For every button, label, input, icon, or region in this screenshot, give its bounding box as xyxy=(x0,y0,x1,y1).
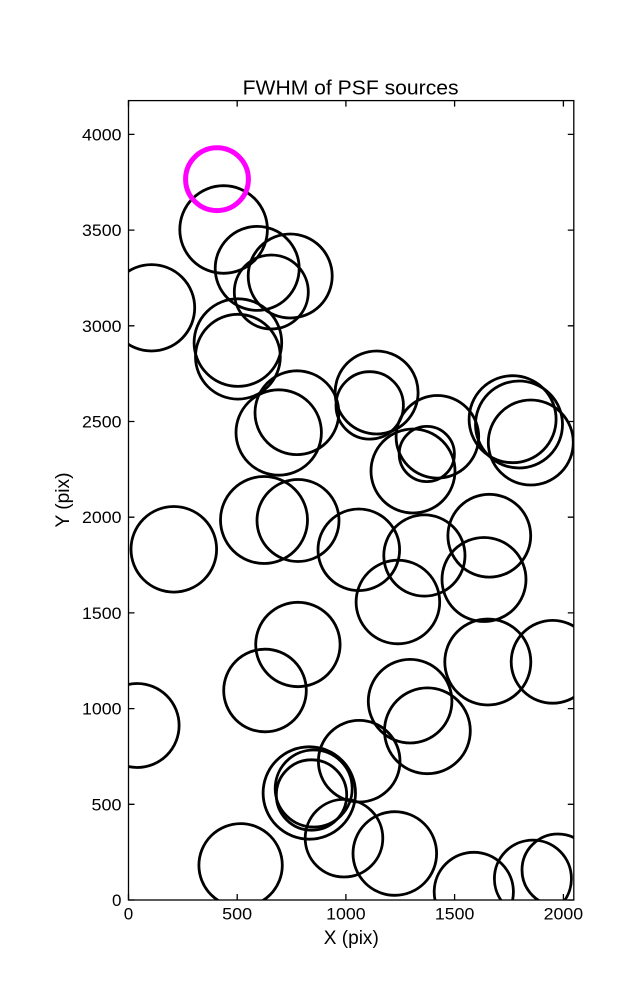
svg-text:3500: 3500 xyxy=(82,221,122,240)
svg-text:2000: 2000 xyxy=(82,508,122,527)
svg-text:1500: 1500 xyxy=(435,905,475,924)
svg-text:FWHM of PSF sources: FWHM of PSF sources xyxy=(243,78,459,100)
svg-text:2500: 2500 xyxy=(82,413,122,432)
svg-text:500: 500 xyxy=(92,795,122,814)
svg-text:X (pix): X (pix) xyxy=(324,928,379,949)
svg-text:1000: 1000 xyxy=(82,700,122,719)
svg-text:1500: 1500 xyxy=(82,604,122,623)
svg-text:3000: 3000 xyxy=(82,317,122,336)
svg-text:0: 0 xyxy=(112,891,121,910)
svg-text:2000: 2000 xyxy=(544,905,584,924)
svg-text:4000: 4000 xyxy=(82,125,122,144)
svg-text:500: 500 xyxy=(222,905,252,924)
svg-text:0: 0 xyxy=(124,905,133,924)
svg-text:1000: 1000 xyxy=(326,905,366,924)
svg-text:Y (pix): Y (pix) xyxy=(53,473,74,528)
